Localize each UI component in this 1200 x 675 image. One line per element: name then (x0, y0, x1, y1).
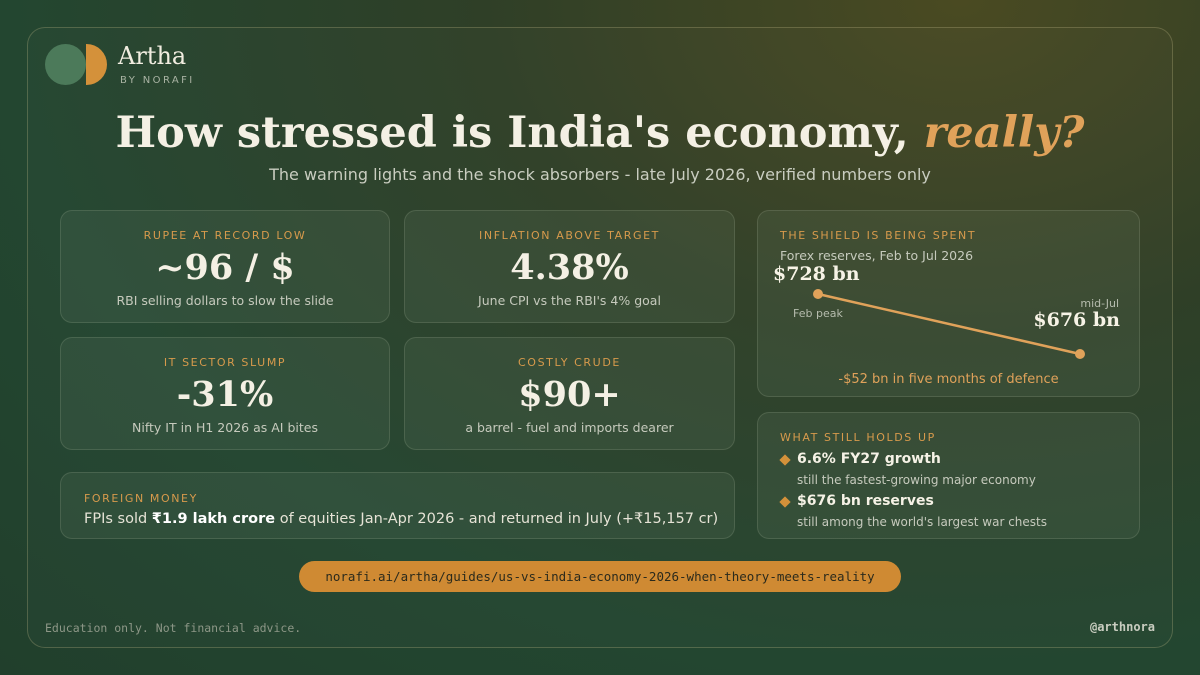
stat-value: ~96 / $ (155, 247, 295, 288)
forex-line-chart (813, 289, 1085, 359)
data-point-feb (813, 289, 823, 299)
foreign-money-label: FOREIGN MONEY (84, 492, 198, 505)
foreign-money-suffix: of equities Jan-Apr 2026 - and returned … (275, 511, 719, 527)
foreign-money-card: FOREIGN MONEY FPIs sold ₹1.9 lakh crore … (60, 472, 735, 539)
stat-card-rupee: RUPEE AT RECORD LOW ~96 / $ RBI selling … (60, 210, 390, 323)
stat-desc: a barrel - fuel and imports dearer (465, 420, 674, 435)
stat-label: RUPEE AT RECORD LOW (143, 229, 307, 242)
holds-up-card: WHAT STILL HOLDS UP 6.6% FY27 growth sti… (757, 412, 1140, 539)
data-point-jul (1075, 349, 1085, 359)
guide-url-link[interactable]: norafi.ai/artha/guides/us-vs-india-econo… (299, 561, 901, 592)
infographic-frame (27, 27, 1173, 648)
brand-tagline: BY NORAFI (120, 75, 195, 86)
title-main: How stressed is India's economy, (115, 108, 924, 158)
shield-note: -$52 bn in five months of defence (838, 372, 1059, 387)
diamond-bullet-icon (779, 454, 791, 466)
hold-item-sub: still among the world's largest war ches… (797, 515, 1048, 529)
diamond-bullet-icon (779, 496, 791, 508)
x-label-jul: mid-Jul (1080, 297, 1119, 310)
data-label-jul-value: $676 bn (1033, 309, 1120, 331)
x-label-feb: Feb peak (793, 307, 843, 320)
stat-value: -31% (176, 374, 274, 415)
hold-item-sub: still the fastest-growing major economy (797, 473, 1036, 487)
logo-circle-green (45, 44, 86, 85)
hold-item-head: $676 bn reserves (797, 493, 934, 509)
stat-desc: June CPI vs the RBI's 4% goal (478, 293, 661, 308)
stat-value: 4.38% (510, 247, 629, 288)
social-handle: @arthnora (1089, 620, 1155, 634)
stat-label: COSTLY CRUDE (518, 356, 621, 369)
stat-label: IT SECTOR SLUMP (163, 356, 287, 369)
stat-value: $90+ (518, 374, 621, 415)
page-title: How stressed is India's economy, really? (0, 108, 1200, 158)
page-subtitle: The warning lights and the shock absorbe… (269, 165, 931, 184)
series-line (816, 292, 1082, 356)
disclaimer: Education only. Not financial advice. (45, 621, 302, 635)
foreign-money-prefix: FPIs sold (84, 511, 152, 527)
holds-label: WHAT STILL HOLDS UP (780, 431, 936, 444)
stat-card-crude: COSTLY CRUDE $90+ a barrel - fuel and im… (404, 337, 735, 450)
foreign-money-text: FPIs sold ₹1.9 lakh crore of equities Ja… (84, 511, 718, 527)
data-label-feb-value: $728 bn (773, 263, 860, 285)
stat-card-it-sector: IT SECTOR SLUMP -31% Nifty IT in H1 2026… (60, 337, 390, 450)
stat-label: INFLATION ABOVE TARGET (479, 229, 660, 242)
forex-reserves-card: THE SHIELD IS BEING SPENT Forex reserves… (757, 210, 1140, 397)
foreign-money-highlight: ₹1.9 lakh crore (151, 511, 276, 527)
stat-desc: Nifty IT in H1 2026 as AI bites (132, 420, 318, 435)
hold-item-head: 6.6% FY27 growth (797, 451, 941, 467)
brand-name: Artha (118, 42, 187, 70)
logo-half-circle-orange (86, 44, 107, 85)
shield-label: THE SHIELD IS BEING SPENT (780, 229, 977, 242)
artha-logo (45, 44, 107, 86)
stat-desc: RBI selling dollars to slow the slide (116, 293, 334, 308)
stat-card-inflation: INFLATION ABOVE TARGET 4.38% June CPI vs… (404, 210, 735, 323)
shield-subtitle: Forex reserves, Feb to Jul 2026 (780, 248, 974, 263)
title-accent: really? (923, 108, 1085, 158)
